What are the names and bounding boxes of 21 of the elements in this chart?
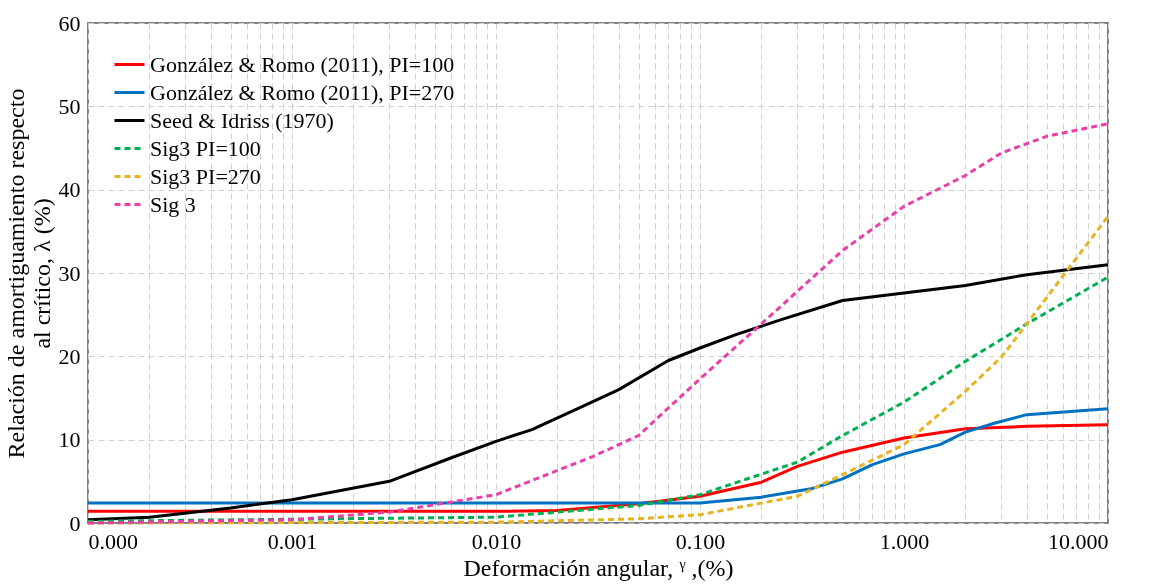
legend-label: Seed & Idriss (1970) bbox=[150, 107, 334, 133]
x-tick-label: 0.100 bbox=[675, 528, 726, 554]
legend-label: Sig 3 bbox=[150, 191, 196, 217]
y-tick-label: 10 bbox=[58, 427, 81, 453]
y-tick-label: 20 bbox=[58, 343, 81, 369]
legend-label: Sig3 PI=100 bbox=[150, 135, 261, 161]
y-tick-label: 30 bbox=[58, 260, 81, 286]
x-tick-label: 10.000 bbox=[1048, 528, 1109, 554]
x-tick-label: 1.000 bbox=[879, 528, 930, 554]
y-tick-label: 50 bbox=[58, 93, 81, 119]
legend-label: González & Romo (2011), PI=100 bbox=[150, 51, 455, 77]
y-tick-label: 0 bbox=[69, 510, 81, 536]
y-tick-label: 60 bbox=[58, 10, 81, 36]
legend-label: González & Romo (2011), PI=270 bbox=[150, 79, 455, 105]
y-tick-label: 40 bbox=[58, 177, 81, 203]
y-axis-title: Relación de amortiguamiento respecto al crítico, λ (%) bbox=[2, 88, 55, 459]
x-tick-label: 0.010 bbox=[471, 528, 522, 554]
x-axis-title: Deformación angular, ᵞ ,(%) bbox=[463, 554, 734, 581]
x-tick-label: 0.000 bbox=[88, 528, 138, 554]
x-tick-label: 0.001 bbox=[267, 528, 318, 554]
legend-label: Sig3 PI=270 bbox=[150, 163, 261, 189]
